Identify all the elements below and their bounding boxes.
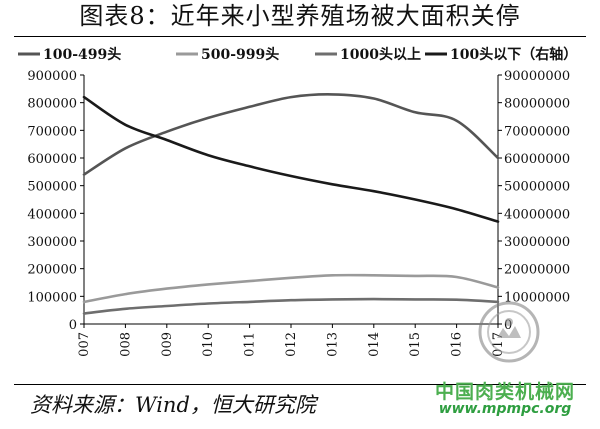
title-divider: [14, 36, 586, 37]
x-tick-label: 2009: [160, 332, 175, 358]
y2-tick-label: 50000000: [504, 180, 570, 195]
y-tick-label: 300000: [27, 235, 77, 250]
x-tick-label: 2011: [243, 332, 258, 358]
y2-tick-label: 80000000: [504, 97, 570, 112]
y2-tick-label: 10000000: [504, 290, 570, 305]
series-line: [82, 95, 500, 223]
y-tick-label: 0: [69, 318, 77, 333]
y-tick-label: 400000: [27, 207, 77, 222]
x-tick-label: 2010: [201, 332, 216, 358]
y-tick-label: 500000: [27, 180, 77, 195]
source-divider: [14, 384, 586, 385]
source-note: 资料来源：Wind，恒大研究院: [30, 393, 316, 417]
line-chart: 100-499头 500-999头 1000头以上 100头以下（右轴） 0 10000…: [18, 46, 577, 358]
x-tick-label: 2013: [325, 332, 340, 358]
legend-label: 100头以下（右轴）: [450, 46, 577, 63]
y-tick-label: 200000: [27, 263, 77, 278]
y2-tick-label: 90000000: [504, 69, 570, 84]
y2-tick-label: 40000000: [504, 207, 570, 222]
plot-lines: [82, 93, 500, 315]
x-tick-label: 2016: [450, 332, 465, 358]
y2-tick-label: 30000000: [504, 235, 570, 250]
y2-tick-label: 20000000: [504, 263, 570, 278]
legend-label: 100-499头: [43, 46, 121, 63]
legend-label: 1000头以上: [340, 46, 421, 63]
x-tick-label: 2015: [408, 332, 423, 358]
y-tick-label: 700000: [27, 124, 77, 139]
legend: 100-499头 500-999头 1000头以上 100头以下（右轴）: [18, 46, 577, 63]
watermark-name: 中国肉类机械网: [434, 381, 575, 403]
x-tick-label: 2007: [77, 332, 92, 358]
series-line: [82, 297, 500, 315]
y2-tick-label: 70000000: [504, 124, 570, 139]
x-axis: 2007 2008 2009 2010 2011 2012 2013 2014 2015 2016…: [77, 323, 506, 358]
y2-tick-label: 60000000: [504, 152, 570, 167]
legend-label: 500-999头: [201, 46, 279, 63]
y-tick-label: 100000: [27, 290, 77, 305]
x-tick-label: 2014: [367, 332, 382, 358]
right-axis: 0100000002000000030000000400000005000000…: [497, 69, 570, 333]
watermark-url: www.mpmpc.org: [438, 401, 572, 417]
series-line: [82, 273, 500, 304]
y-tick-label: 800000: [27, 97, 77, 112]
x-tick-label: 2012: [284, 332, 299, 358]
watermark-emblem-icon: [478, 301, 540, 363]
left-axis: 0 100000 200000 300000 400000 500000 600000 700…: [27, 69, 85, 333]
x-tick-label: 2008: [118, 332, 133, 358]
y-tick-label: 600000: [27, 152, 77, 167]
y-tick-label: 900000: [27, 69, 77, 84]
chart-title: 图表8：近年来小型养殖场被大面积关停: [79, 2, 521, 30]
